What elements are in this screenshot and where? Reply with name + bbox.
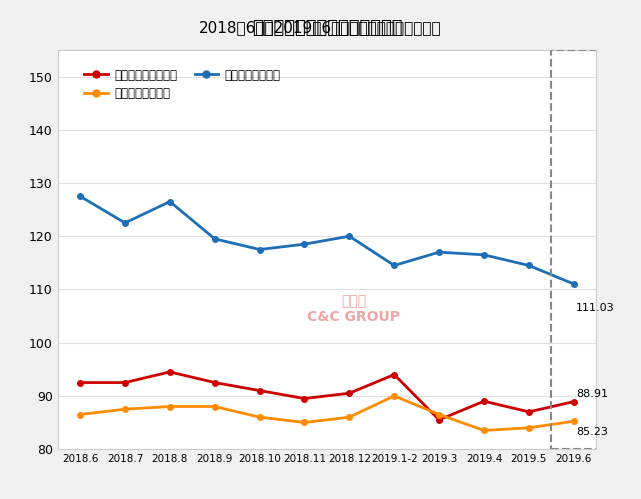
佛山陶瓷价格总指数 [166,369,174,375]
Text: 中陶城
C&C GROUP: 中陶城 C&C GROUP [307,294,401,324]
卫生陶瓷系列指数 [211,236,219,242]
Line: 建筑陶瓷系列指数: 建筑陶瓷系列指数 [78,393,576,433]
Legend: 佛山陶瓷价格总指数, 建筑陶瓷系列指数, 卫生陶瓷系列指数: 佛山陶瓷价格总指数, 建筑陶瓷系列指数, 卫生陶瓷系列指数 [79,64,285,105]
卫生陶瓷系列指数 [345,233,353,239]
建筑陶瓷系列指数 [435,412,443,418]
建筑陶瓷系列指数 [570,418,578,424]
佛山陶瓷价格总指数 [480,398,488,404]
建筑陶瓷系列指数 [390,393,398,399]
佛山陶瓷价格总指数 [435,417,443,423]
建筑陶瓷系列指数 [121,406,129,412]
佛山陶瓷价格总指数 [345,390,353,396]
建筑陶瓷系列指数 [301,420,308,426]
建筑陶瓷系列指数 [525,425,533,431]
卫生陶瓷系列指数 [525,262,533,268]
佛山陶瓷价格总指数 [256,388,263,394]
佛山陶瓷价格总指数 [76,380,84,386]
卫生陶瓷系列指数 [301,241,308,247]
建筑陶瓷系列指数 [166,404,174,410]
建筑陶瓷系列指数 [480,428,488,434]
建筑陶瓷系列指数 [345,414,353,420]
佛山陶瓷价格总指数 [570,399,578,405]
Title: 中国（佛山）陶瓷价格指数走势: 中国（佛山）陶瓷价格指数走势 [252,19,402,37]
卫生陶瓷系列指数 [166,199,174,205]
佛山陶瓷价格总指数 [525,409,533,415]
建筑陶瓷系列指数 [76,412,84,418]
卫生陶瓷系列指数 [435,249,443,255]
Line: 卫生陶瓷系列指数: 卫生陶瓷系列指数 [78,194,576,287]
Line: 佛山陶瓷价格总指数: 佛山陶瓷价格总指数 [78,369,576,423]
佛山陶瓷价格总指数 [390,372,398,378]
卫生陶瓷系列指数 [256,247,263,252]
卫生陶瓷系列指数 [480,252,488,258]
Text: 85.23: 85.23 [576,427,608,437]
佛山陶瓷价格总指数 [301,396,308,402]
卫生陶瓷系列指数 [390,262,398,268]
Text: 88.91: 88.91 [576,389,608,399]
卫生陶瓷系列指数 [121,220,129,226]
卫生陶瓷系列指数 [570,281,578,287]
Text: 2018年6月至2019年6月佛山陶瓷价格指数走势图: 2018年6月至2019年6月佛山陶瓷价格指数走势图 [199,20,442,35]
佛山陶瓷价格总指数 [121,380,129,386]
卫生陶瓷系列指数 [76,193,84,199]
Text: 111.03: 111.03 [576,302,615,312]
建筑陶瓷系列指数 [211,404,219,410]
建筑陶瓷系列指数 [256,414,263,420]
佛山陶瓷价格总指数 [211,380,219,386]
